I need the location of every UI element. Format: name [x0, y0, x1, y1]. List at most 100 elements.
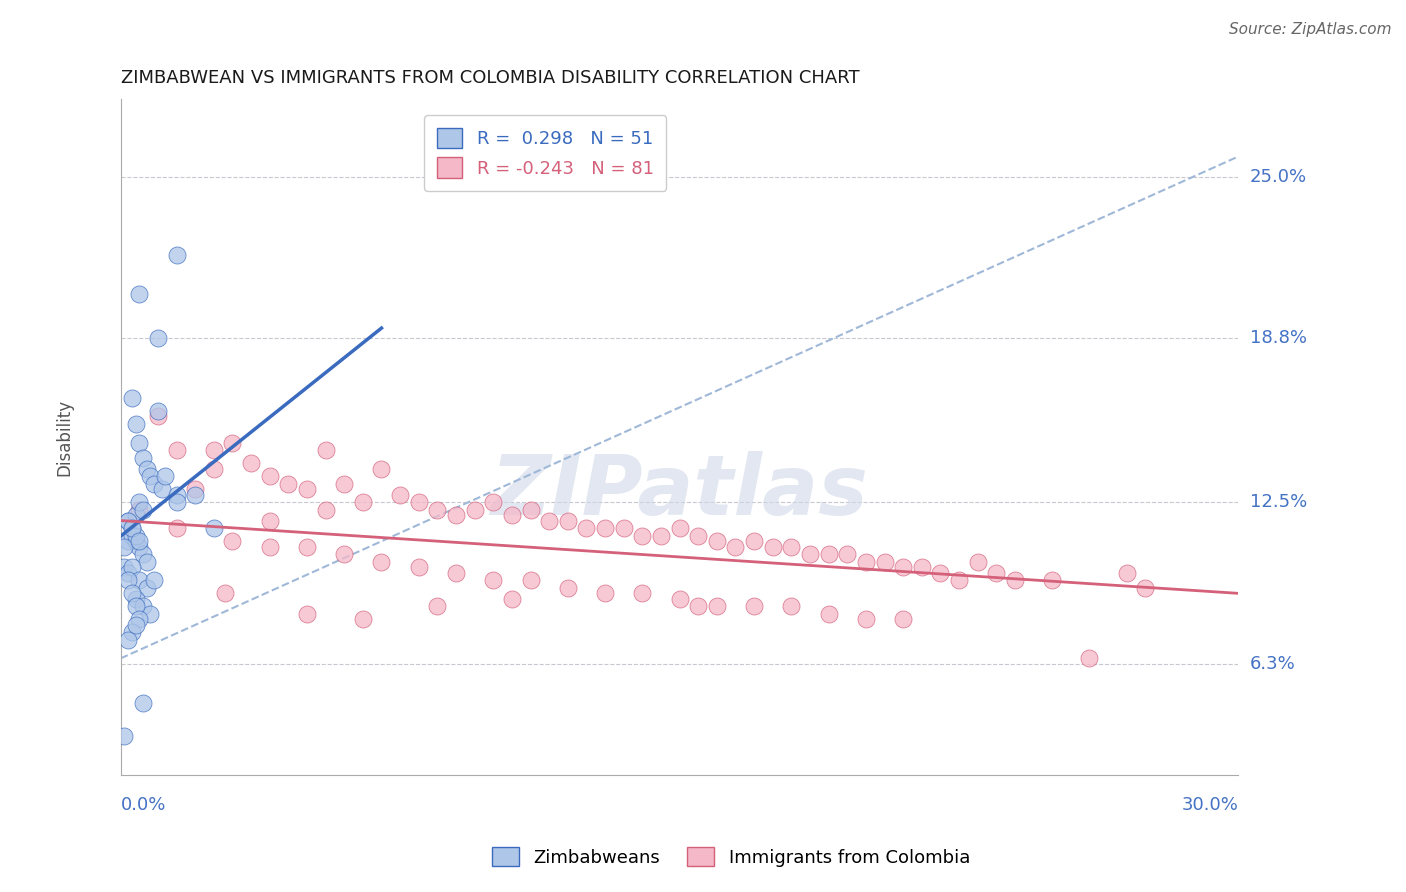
Point — [135, 461, 157, 475]
Point — [519, 503, 541, 517]
Point — [668, 521, 690, 535]
Point — [121, 521, 143, 535]
Point — [117, 534, 139, 549]
Point — [121, 521, 143, 535]
Point — [333, 477, 356, 491]
Point — [128, 534, 150, 549]
Point — [214, 586, 236, 600]
Point — [742, 599, 765, 614]
Point — [121, 529, 143, 543]
Point — [948, 574, 970, 588]
Point — [817, 547, 839, 561]
Point — [166, 487, 188, 501]
Point — [117, 633, 139, 648]
Point — [370, 555, 392, 569]
Point — [911, 560, 934, 574]
Point — [117, 574, 139, 588]
Point — [135, 555, 157, 569]
Point — [315, 503, 337, 517]
Point — [146, 404, 169, 418]
Point — [426, 599, 449, 614]
Point — [124, 599, 146, 614]
Point — [1135, 581, 1157, 595]
Point — [202, 443, 225, 458]
Point — [1078, 651, 1101, 665]
Point — [143, 477, 166, 491]
Point — [966, 555, 988, 569]
Point — [501, 508, 523, 523]
Point — [146, 409, 169, 424]
Point — [352, 612, 374, 626]
Point — [295, 540, 318, 554]
Text: 0.0%: 0.0% — [121, 797, 166, 814]
Point — [202, 521, 225, 535]
Text: 25.0%: 25.0% — [1250, 169, 1306, 186]
Point — [464, 503, 486, 517]
Point — [389, 487, 412, 501]
Point — [780, 540, 803, 554]
Point — [117, 514, 139, 528]
Point — [891, 560, 914, 574]
Point — [117, 566, 139, 580]
Point — [117, 514, 139, 528]
Point — [613, 521, 636, 535]
Legend: R =  0.298   N = 51, R = -0.243   N = 81: R = 0.298 N = 51, R = -0.243 N = 81 — [425, 115, 666, 191]
Point — [929, 566, 952, 580]
Point — [184, 487, 207, 501]
Point — [128, 574, 150, 588]
Text: Disability: Disability — [56, 399, 73, 475]
Point — [855, 555, 877, 569]
Point — [128, 612, 150, 626]
Point — [121, 560, 143, 574]
Point — [482, 574, 505, 588]
Point — [132, 503, 155, 517]
Point — [799, 547, 821, 561]
Point — [780, 599, 803, 614]
Point — [538, 514, 561, 528]
Point — [631, 586, 654, 600]
Point — [259, 514, 281, 528]
Point — [501, 591, 523, 606]
Point — [146, 331, 169, 345]
Point — [124, 617, 146, 632]
Point — [240, 456, 263, 470]
Point — [259, 469, 281, 483]
Point — [184, 483, 207, 497]
Point — [128, 435, 150, 450]
Point — [688, 529, 710, 543]
Point — [817, 607, 839, 622]
Point — [166, 248, 188, 262]
Point — [1040, 574, 1063, 588]
Point — [1004, 574, 1026, 588]
Point — [873, 555, 896, 569]
Point — [124, 591, 146, 606]
Legend: Zimbabweans, Immigrants from Colombia: Zimbabweans, Immigrants from Colombia — [485, 840, 977, 874]
Point — [557, 514, 579, 528]
Point — [221, 435, 243, 450]
Point — [315, 443, 337, 458]
Point — [139, 607, 162, 622]
Text: 18.8%: 18.8% — [1250, 329, 1306, 348]
Point — [891, 612, 914, 626]
Point — [593, 521, 616, 535]
Text: ZIPatlas: ZIPatlas — [491, 450, 869, 532]
Point — [166, 495, 188, 509]
Point — [742, 534, 765, 549]
Point — [143, 574, 166, 588]
Point — [132, 696, 155, 710]
Point — [259, 540, 281, 554]
Point — [444, 508, 467, 523]
Point — [135, 581, 157, 595]
Point — [706, 599, 728, 614]
Point — [132, 451, 155, 466]
Point — [724, 540, 747, 554]
Point — [295, 483, 318, 497]
Point — [352, 495, 374, 509]
Point — [124, 417, 146, 432]
Text: ZIMBABWEAN VS IMMIGRANTS FROM COLOMBIA DISABILITY CORRELATION CHART: ZIMBABWEAN VS IMMIGRANTS FROM COLOMBIA D… — [121, 69, 859, 87]
Point — [155, 469, 177, 483]
Point — [668, 591, 690, 606]
Point — [855, 612, 877, 626]
Point — [166, 521, 188, 535]
Point — [837, 547, 859, 561]
